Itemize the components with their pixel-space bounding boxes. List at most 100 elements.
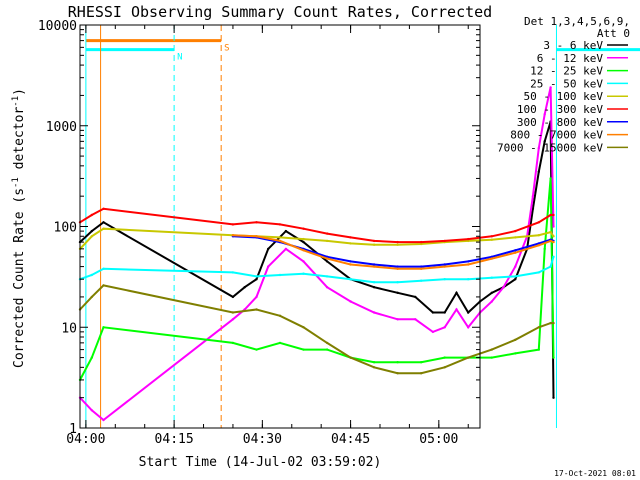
series-point: [231, 341, 235, 345]
series-point: [490, 348, 493, 351]
series-point: [552, 321, 555, 325]
y-tick-label: 10: [61, 321, 77, 336]
series-point: [396, 281, 399, 284]
series-point: [231, 318, 235, 321]
series-point: [443, 278, 446, 281]
series-point: [90, 235, 94, 238]
series-point: [255, 295, 258, 299]
series-point: [549, 230, 552, 234]
series-line: [79, 87, 555, 422]
legend-entry-label: 100 - 300 keV: [517, 103, 603, 116]
series-point: [372, 263, 376, 266]
series-point: [372, 281, 376, 284]
series-point: [325, 260, 329, 263]
series-point: [514, 251, 517, 254]
series-point: [302, 249, 305, 252]
series-point: [552, 240, 555, 244]
series-point: [514, 236, 517, 239]
series-point: [537, 170, 540, 173]
series-group: [78, 284, 555, 375]
series-point: [549, 86, 552, 89]
legend-header-attenuator: Att 0: [597, 27, 630, 40]
series-point: [325, 286, 329, 289]
series-point: [90, 356, 94, 359]
series-point: [414, 318, 417, 321]
series-point: [514, 338, 517, 341]
y-tick-label: 10000: [38, 19, 77, 34]
series-point: [467, 311, 470, 314]
y-axis-label-exp1: -1: [11, 177, 21, 188]
series-point: [552, 213, 555, 217]
series-point: [255, 308, 258, 311]
series-point: [467, 237, 470, 241]
series-point: [102, 221, 105, 224]
series-point: [102, 227, 105, 230]
legend-header-detectors: Det 1,3,4,5,6,9,: [524, 15, 630, 28]
series-point: [443, 356, 446, 359]
series-point: [90, 273, 94, 277]
series-point: [490, 238, 493, 241]
y-tick-label: 1: [69, 422, 77, 437]
x-axis-label: Start Time (14-Jul-02 03:59:02): [139, 455, 382, 470]
series-point: [325, 232, 329, 235]
series-line: [79, 178, 555, 381]
x-tick-label: 04:00: [66, 432, 105, 447]
series-group: [78, 207, 555, 244]
series-point: [372, 361, 376, 364]
legend-entry-label: 7000 - 15000 keV: [497, 141, 603, 154]
y-tick-label: 1000: [46, 120, 77, 135]
series-point: [302, 237, 305, 241]
series-point: [255, 348, 258, 351]
series-point: [325, 348, 329, 351]
series-point: [396, 361, 399, 364]
series-point: [537, 271, 540, 274]
series-group: [78, 255, 555, 284]
series-point: [267, 247, 270, 251]
series-point: [514, 275, 517, 278]
series-point: [467, 239, 470, 243]
series-point: [490, 235, 493, 238]
chart-title: RHESSI Observing Summary Count Rates, Co…: [68, 3, 492, 21]
series-point: [490, 356, 493, 359]
series-point: [552, 255, 555, 258]
series-point: [90, 213, 94, 217]
series-point: [467, 278, 470, 281]
series-point: [431, 311, 435, 314]
series-point: [255, 221, 258, 224]
series-point: [90, 409, 94, 412]
series-point: [231, 223, 235, 226]
series-point: [467, 263, 470, 266]
series-point: [372, 311, 376, 314]
series-point: [531, 195, 535, 198]
series-point: [514, 229, 517, 233]
series-point: [549, 177, 552, 180]
series-point: [255, 275, 258, 278]
flag-label: S: [224, 44, 229, 54]
y-axis-label-exp2: -1: [11, 96, 21, 107]
series-point: [278, 239, 282, 243]
series-point: [420, 240, 423, 244]
series-point: [537, 221, 540, 224]
series-point: [372, 366, 376, 369]
legend-entry-label: 6 - 12 keV: [537, 52, 604, 65]
series-point: [102, 267, 105, 270]
series-point: [302, 272, 305, 275]
legend-entry-label: 25 - 50 keV: [530, 77, 603, 90]
series-point: [372, 239, 376, 243]
series-point: [467, 326, 470, 329]
series-point: [443, 263, 446, 266]
legend-entry-label: 12 - 25 keV: [530, 65, 603, 78]
x-tick-label: 04:30: [243, 432, 282, 447]
series-group: [78, 177, 555, 382]
series-point: [102, 326, 105, 329]
series-point: [537, 234, 540, 237]
series-point: [372, 265, 376, 268]
series-point: [396, 291, 399, 294]
series-point: [490, 276, 493, 279]
series-point: [549, 239, 552, 243]
series-point: [396, 265, 399, 268]
series-point: [243, 286, 246, 289]
series-line: [232, 234, 554, 270]
series-point: [431, 330, 435, 334]
